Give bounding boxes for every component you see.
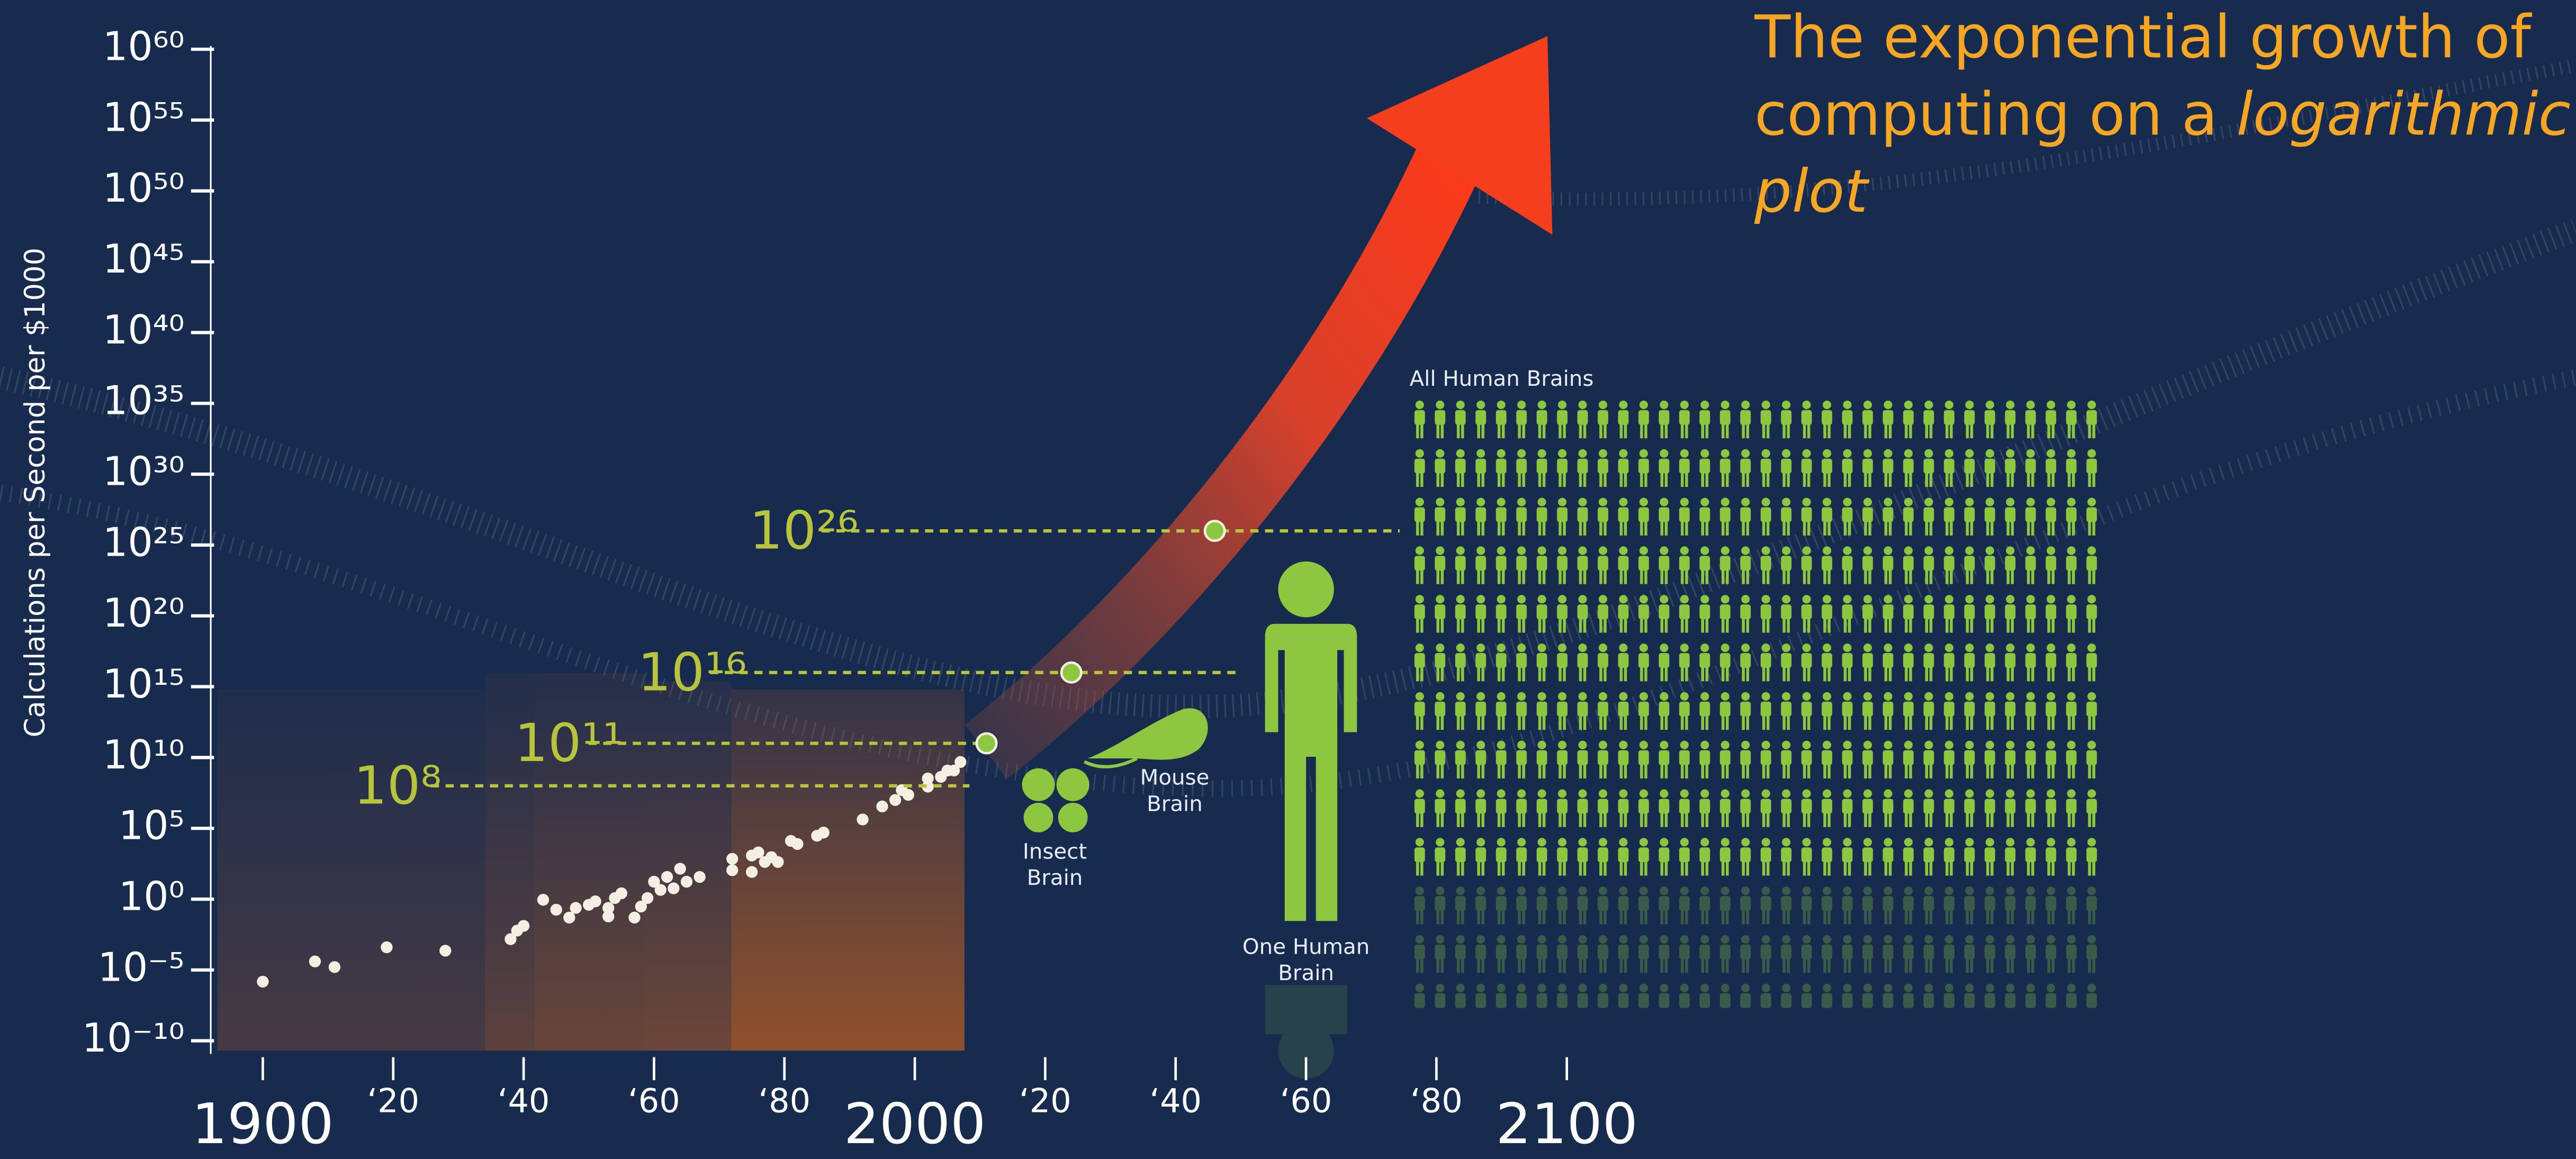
data-point: [563, 911, 575, 923]
data-point: [615, 887, 628, 900]
icons: [1022, 399, 2106, 1079]
y-tick-label: 10⁵⁰: [103, 165, 184, 211]
brain-label: Mouse Brain: [1140, 766, 1210, 818]
data-point: [602, 910, 615, 922]
data-point: [628, 911, 641, 923]
milestone-label: 10¹⁶: [638, 642, 747, 703]
data-point: [589, 895, 601, 908]
data-point: [257, 975, 269, 988]
data-point: [922, 781, 934, 793]
data-point: [309, 955, 321, 967]
data-point: [537, 894, 550, 906]
data-point: [772, 856, 784, 868]
brain-label-box: Insect Brain: [1022, 840, 1087, 892]
y-tick-label: 10⁴⁰: [103, 307, 184, 353]
y-tick-label: 10²⁰: [103, 590, 184, 636]
y-tick-label: 10¹⁰: [103, 732, 184, 778]
y-tick-label: 10⁻⁵: [98, 944, 185, 990]
x-tick-label: ‘40: [1149, 1082, 1202, 1120]
data-point: [745, 866, 758, 878]
data-point: [328, 961, 341, 973]
y-tick-label: 10⁴⁵: [103, 236, 184, 282]
y-tick-label: 10¹⁵: [103, 661, 184, 707]
data-point: [381, 941, 393, 954]
x-tick-label: ‘60: [628, 1082, 680, 1120]
data-point: [948, 764, 960, 777]
y-tick-label: 10³⁰: [103, 449, 184, 495]
y-tick-label: 10⁵⁵: [103, 94, 184, 140]
data-point: [505, 933, 517, 945]
x-tick-label: ‘80: [758, 1082, 810, 1120]
era-bands: [217, 673, 965, 1051]
y-tick-label: 10⁵: [119, 803, 185, 849]
data-point: [954, 756, 967, 768]
data-point: [726, 853, 738, 865]
title-emphasis: logarithmic plot: [1754, 82, 2571, 227]
brain-label-box: All Human Brains: [1409, 367, 1594, 393]
y-axis-label: Calculations per Second per $1000: [19, 248, 51, 737]
y-tick-label: 10³⁵: [103, 378, 184, 424]
data-point: [889, 794, 902, 806]
data-point: [661, 871, 673, 883]
milestone-point: [975, 732, 998, 755]
brain-label: One Human Brain: [1242, 936, 1370, 987]
x-tick-label: ‘60: [1280, 1082, 1332, 1120]
data-point: [517, 920, 530, 932]
data-point: [648, 875, 660, 888]
x-tick-label: ‘20: [1019, 1082, 1071, 1120]
y-tick-label: 10⁻¹⁰: [82, 1015, 185, 1061]
data-point: [791, 838, 804, 850]
data-point: [902, 789, 914, 801]
data-point: [641, 892, 654, 904]
data-point: [857, 813, 869, 826]
title-text: The exponential growth of computing on a: [1754, 5, 2531, 150]
data-point: [602, 902, 615, 914]
milestone-label: 10⁸: [354, 755, 442, 816]
brain-label: All Human Brains: [1409, 367, 1594, 393]
y-tick-label: 10⁶⁰: [103, 24, 184, 70]
data-point: [726, 864, 738, 876]
data-point: [817, 827, 830, 839]
chart-title: The exponential growth of computing on a…: [1754, 0, 2575, 231]
milestone-label: 10²⁶: [750, 501, 859, 562]
data-point: [674, 863, 686, 875]
milestone-point: [1203, 520, 1226, 542]
data-point: [876, 800, 888, 813]
growth-arrow: [965, 36, 1553, 780]
y-tick-label: 10²⁵: [103, 519, 184, 565]
x-tick-label: ‘20: [367, 1082, 419, 1120]
x-tick-label: 2000: [844, 1091, 986, 1156]
data-point: [550, 903, 562, 916]
data-point: [635, 900, 647, 913]
data-point: [693, 871, 706, 883]
milestone-point: [1060, 661, 1083, 684]
background-streams: [0, 59, 2576, 797]
data-point: [922, 772, 934, 785]
brain-label-box: One Human Brain: [1242, 936, 1370, 987]
brain-label-box: Mouse Brain: [1140, 766, 1210, 818]
x-tick-label: ‘80: [1410, 1082, 1463, 1120]
milestone-label: 10¹¹: [515, 713, 624, 774]
data-point: [439, 945, 452, 957]
x-tick-label: 1900: [192, 1091, 334, 1156]
data-point: [680, 875, 693, 888]
data-point: [752, 846, 764, 858]
x-tick-label: ‘40: [498, 1082, 550, 1120]
data-point: [654, 884, 666, 896]
data-point: [570, 902, 582, 914]
data-point: [668, 882, 680, 894]
brain-label: Insect Brain: [1022, 840, 1087, 892]
y-tick-label: 10⁰: [119, 874, 185, 920]
title-box: The exponential growth of computing on a…: [1754, 0, 2575, 231]
x-tick-label: 2100: [1496, 1091, 1637, 1156]
